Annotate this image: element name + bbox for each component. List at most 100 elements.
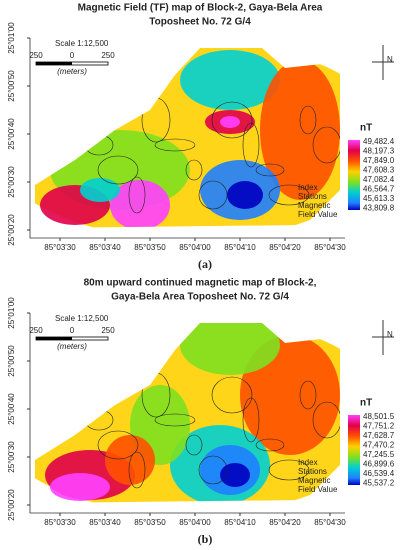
y-label: 25°01'00: [7, 297, 16, 329]
x-label: 85°03'40: [89, 518, 121, 527]
legend-unit: nT: [360, 398, 372, 409]
y-label: 25°00'40: [7, 393, 16, 425]
panel-title: 80m upward continued magnetic map of Blo…: [84, 278, 317, 289]
contour-line: [97, 155, 139, 185]
legend-value: 48,197.3: [363, 147, 395, 156]
anomaly-zone: [80, 178, 120, 202]
index-text: Index: [298, 458, 318, 467]
index-text: Stations: [298, 192, 327, 201]
scale-tick: 250: [101, 51, 115, 60]
contour-line: [71, 113, 89, 127]
scale-tick: 250: [29, 326, 43, 335]
scale-tick: 250: [101, 326, 115, 335]
color-bar: [348, 415, 360, 485]
y-label: 25°00'30: [7, 441, 16, 473]
scale-tick: 0: [70, 326, 75, 335]
y-label: 25°00'50: [7, 70, 16, 102]
index-text: Stations: [298, 467, 327, 476]
legend-value: 47,082.4: [363, 175, 395, 184]
index-text: Field Value: [298, 485, 338, 494]
contour-line: [312, 401, 340, 439]
legend-value: 45,613.3: [363, 194, 395, 203]
legend-value: 47,608.3: [363, 166, 395, 175]
scale-unit: (meters): [57, 342, 87, 351]
north-label: N: [387, 55, 393, 64]
x-label: 85°04'00: [179, 518, 211, 527]
panel-title: Magnetic Field (TF) map of Block-2, Gaya…: [78, 3, 323, 14]
y-label: 25°00'50: [7, 345, 16, 377]
contour-line: [242, 122, 260, 168]
map-panel: 80m upward continued magnetic map of Blo…: [7, 278, 395, 546]
contour-line: [312, 126, 340, 164]
anomaly-zone: [260, 60, 340, 200]
y-label: 25°00'30: [7, 166, 16, 198]
contour-line: [198, 455, 228, 485]
anomaly-zone: [227, 181, 263, 209]
x-label: 85°03'50: [134, 518, 166, 527]
color-bar: [348, 140, 360, 210]
index-text: Field Value: [298, 210, 338, 219]
index-text: Magnetic: [298, 201, 330, 210]
contour-line: [268, 459, 310, 481]
x-label: 85°04'20: [269, 518, 301, 527]
contour-line: [211, 101, 253, 139]
x-label: 85°03'40: [89, 243, 121, 252]
contour-line: [268, 184, 310, 206]
legend-value: 47,849.0: [363, 156, 395, 165]
panel-title: Toposheet No. 72 G/4: [149, 17, 251, 28]
x-label: 85°03'50: [134, 243, 166, 252]
legend-unit: nT: [360, 123, 372, 134]
contour-line: [299, 105, 317, 135]
north-label: N: [387, 330, 393, 339]
contour-line: [154, 138, 196, 152]
y-label: 25°00'20: [7, 489, 16, 521]
caption: (a): [198, 257, 212, 271]
scale-bar-fill: [36, 62, 72, 65]
scale-bar-fill: [36, 337, 72, 340]
y-label: 25°00'20: [7, 214, 16, 246]
contour-line: [198, 180, 228, 210]
index-text: Magnetic: [298, 476, 330, 485]
contour-line: [185, 434, 203, 456]
x-label: 85°04'20: [269, 243, 301, 252]
contour-line: [128, 176, 146, 214]
scale-tick: 0: [70, 51, 75, 60]
legend-value: 46,564.7: [363, 185, 395, 194]
x-label: 85°04'30: [314, 243, 346, 252]
x-label: 85°04'00: [179, 243, 211, 252]
caption: (b): [198, 532, 213, 546]
map-panel: Magnetic Field (TF) map of Block-2, Gaya…: [7, 3, 395, 271]
legend-value: 48,501.5: [363, 412, 395, 421]
x-label: 85°04'10: [224, 243, 256, 252]
y-label: 25°01'00: [7, 22, 16, 54]
anomaly-zone: [180, 50, 280, 110]
legend-value: 47,751.2: [363, 422, 395, 431]
index-text: Index: [298, 183, 318, 192]
legend-value: 47,470.2: [363, 441, 395, 450]
legend-value: 49,482.4: [363, 137, 395, 146]
contour-line: [185, 159, 203, 181]
contour-line: [97, 430, 139, 460]
anomaly-zone: [180, 323, 280, 375]
panel-title: Gaya-Bela Area Toposheet No. 72 G/4: [111, 292, 289, 303]
scale-unit: (meters): [57, 67, 87, 76]
anomaly-zone: [50, 473, 110, 501]
legend-value: 47,245.5: [363, 450, 395, 459]
legend-value: 46,899.6: [363, 460, 395, 469]
anomaly-zone: [105, 435, 155, 485]
contour-line: [128, 451, 146, 489]
y-label: 25°00'40: [7, 118, 16, 150]
x-label: 85°03'30: [44, 243, 76, 252]
anomaly-zone: [220, 463, 250, 487]
scale-text: Scale 1:12,500: [55, 39, 109, 48]
x-label: 85°03'30: [44, 518, 76, 527]
legend-value: 45,537.2: [363, 479, 395, 488]
legend-value: 43,809.8: [363, 204, 395, 213]
contour-line: [255, 163, 285, 177]
contour-line: [299, 380, 317, 410]
contour-line: [71, 388, 89, 402]
contour-line: [242, 397, 260, 443]
contour-line: [154, 413, 196, 427]
legend-value: 47,628.7: [363, 431, 395, 440]
